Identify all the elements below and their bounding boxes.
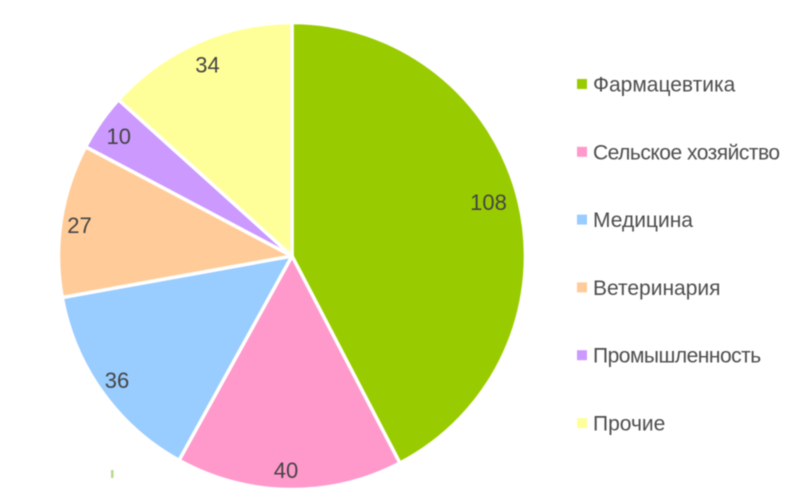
svg-text:Сельское хозяйство: Сельское хозяйство	[593, 141, 780, 164]
svg-text:40: 40	[274, 458, 298, 483]
svg-text:108: 108	[470, 190, 507, 215]
svg-text:Прочие: Прочие	[593, 413, 665, 436]
svg-text:27: 27	[67, 213, 91, 238]
svg-text:34: 34	[195, 52, 219, 77]
svg-text:Ветеринария: Ветеринария	[593, 277, 721, 300]
svg-text:36: 36	[105, 368, 129, 393]
svg-text:Медицина: Медицина	[593, 209, 693, 232]
svg-text:Фармацевтика: Фармацевтика	[593, 74, 736, 97]
svg-text:10: 10	[106, 124, 130, 149]
svg-text:Промышленность: Промышленность	[593, 345, 761, 368]
